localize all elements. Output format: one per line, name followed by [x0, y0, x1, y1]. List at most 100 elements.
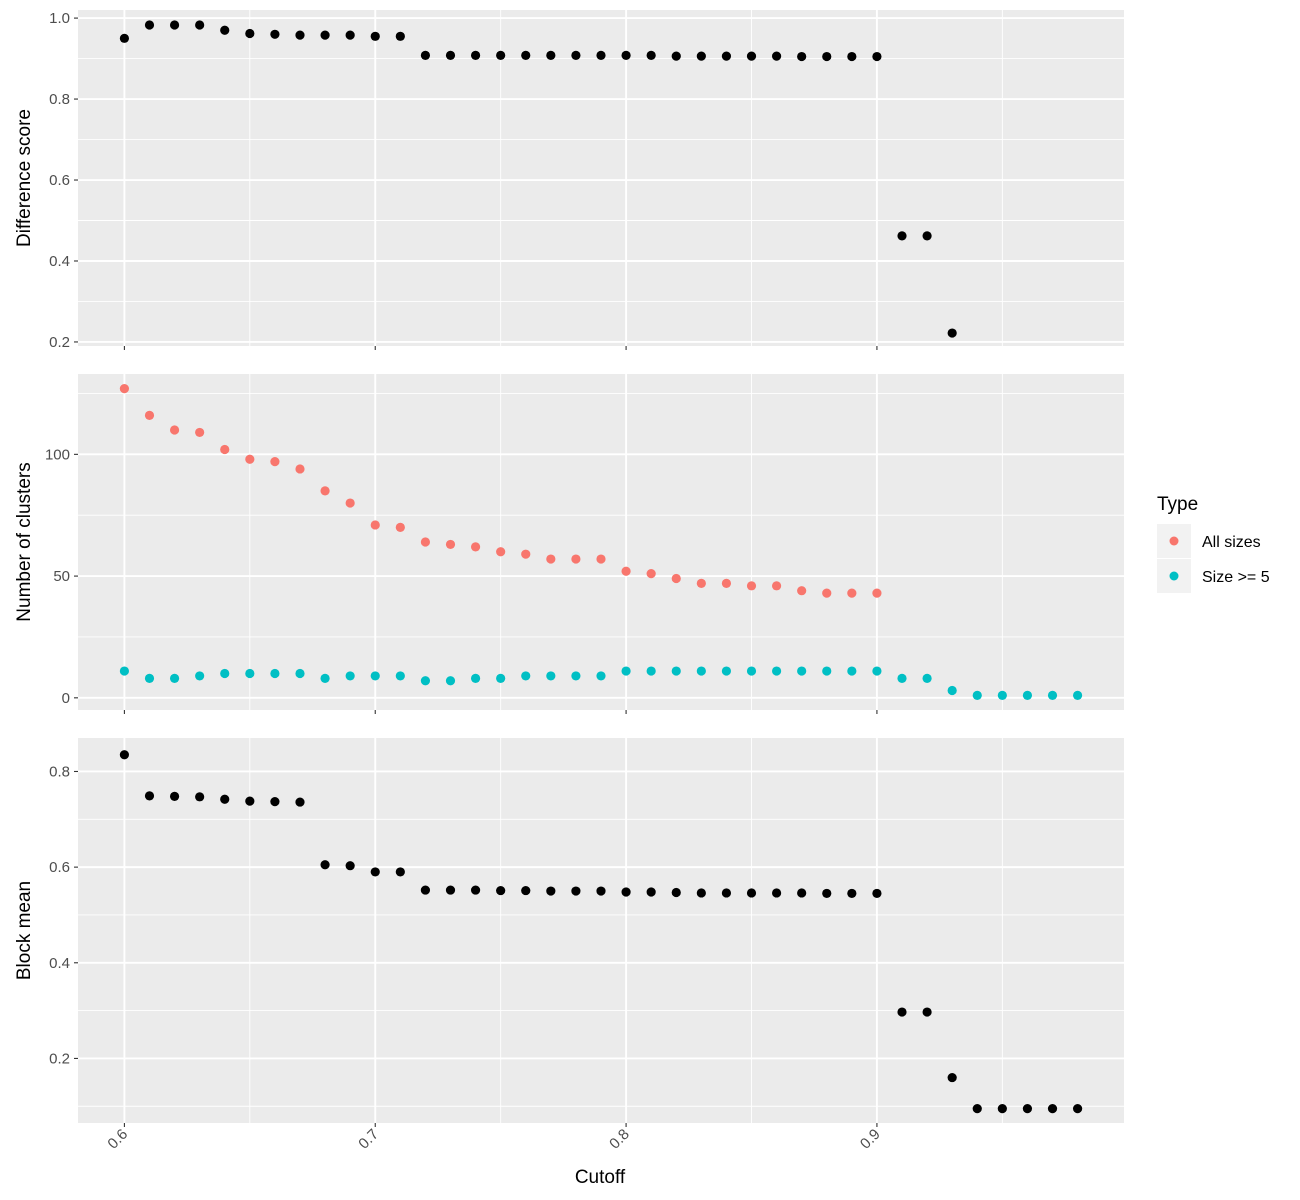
data-point — [320, 673, 330, 683]
data-point — [922, 673, 932, 683]
data-point — [220, 444, 230, 455]
data-point — [621, 887, 631, 897]
data-point — [1047, 1104, 1058, 1114]
data-point — [571, 554, 581, 564]
data-point — [320, 486, 330, 496]
data-point — [847, 51, 857, 62]
data-point — [721, 51, 732, 61]
data-point — [496, 673, 506, 683]
data-point — [847, 588, 857, 598]
data-point — [395, 867, 405, 877]
data-point — [546, 886, 556, 896]
data-point — [797, 51, 807, 62]
data-point — [445, 50, 456, 60]
data-point — [546, 671, 556, 681]
data-point — [1022, 1104, 1033, 1114]
data-point — [621, 566, 631, 576]
data-point — [797, 888, 807, 898]
data-point — [847, 888, 857, 899]
data-point — [822, 588, 832, 598]
x-axis-title: Cutoff — [575, 1167, 626, 1188]
data-point — [395, 671, 405, 681]
data-point — [521, 50, 531, 60]
panel-2: 0 50 100 Number of clusters — [14, 374, 1124, 714]
data-point — [822, 888, 832, 899]
data-point — [370, 31, 380, 41]
data-point — [370, 520, 380, 530]
y-tick-label: 50 — [53, 568, 70, 585]
data-point — [596, 554, 606, 564]
y-axis-title: Block mean — [14, 881, 35, 980]
data-point — [596, 671, 606, 681]
data-point — [270, 29, 280, 39]
y-tick-label: 1.0 — [49, 10, 70, 27]
data-point — [169, 20, 180, 30]
data-point — [445, 676, 456, 686]
data-point — [696, 51, 706, 61]
data-point — [671, 666, 681, 676]
data-point — [220, 668, 230, 679]
data-point — [571, 50, 581, 60]
data-point — [972, 1104, 982, 1114]
data-point — [295, 668, 305, 679]
data-point — [872, 888, 882, 899]
data-point — [847, 666, 857, 676]
data-point — [746, 581, 757, 591]
data-point — [470, 542, 481, 552]
data-point — [897, 231, 907, 241]
data-point — [420, 676, 431, 686]
data-point — [1022, 690, 1033, 700]
data-point — [997, 1104, 1007, 1114]
data-point — [1072, 1104, 1083, 1114]
x-tick-label: 0.8 — [606, 1126, 633, 1153]
data-point — [596, 886, 606, 896]
x-tick-label: 0.6 — [104, 1126, 131, 1153]
y-tick-label: 0 — [62, 690, 70, 707]
data-point — [972, 690, 982, 700]
data-point — [270, 457, 280, 467]
data-point — [320, 30, 330, 40]
data-point — [370, 671, 380, 681]
data-point — [195, 671, 205, 681]
data-point — [245, 796, 255, 806]
data-point — [721, 888, 732, 898]
data-point — [245, 668, 255, 679]
data-point — [295, 464, 305, 474]
data-point — [646, 569, 656, 579]
data-point — [872, 666, 882, 676]
x-tick-label: 0.9 — [857, 1126, 884, 1153]
y-tick-label: 0.8 — [49, 763, 70, 780]
data-point — [420, 537, 431, 547]
data-point — [195, 20, 205, 30]
data-point — [696, 666, 706, 676]
data-point — [295, 30, 305, 40]
data-point — [671, 573, 681, 584]
data-point — [270, 797, 280, 807]
data-point — [696, 578, 706, 588]
data-point — [320, 860, 330, 870]
y-tick-label: 0.8 — [49, 91, 70, 108]
data-point — [646, 50, 656, 60]
data-point — [119, 666, 130, 676]
data-point — [671, 51, 681, 61]
data-point — [671, 887, 681, 898]
panel-1: 0.2 0.4 0.6 0.8 1.0 Difference score — [14, 10, 1124, 351]
data-point — [445, 539, 456, 550]
data-point — [345, 498, 355, 508]
panel-background — [78, 738, 1124, 1123]
data-point — [370, 867, 380, 877]
data-point — [771, 51, 782, 61]
data-point — [270, 668, 280, 679]
data-point — [521, 549, 531, 559]
data-point — [119, 33, 130, 43]
data-point — [646, 666, 656, 676]
data-point — [872, 51, 882, 62]
data-point — [621, 666, 631, 676]
y-tick-label: 100 — [45, 446, 70, 463]
data-point — [395, 522, 405, 532]
data-point — [295, 797, 305, 807]
data-point — [546, 50, 556, 60]
data-point — [571, 886, 581, 896]
y-axis-title: Difference score — [14, 109, 35, 247]
